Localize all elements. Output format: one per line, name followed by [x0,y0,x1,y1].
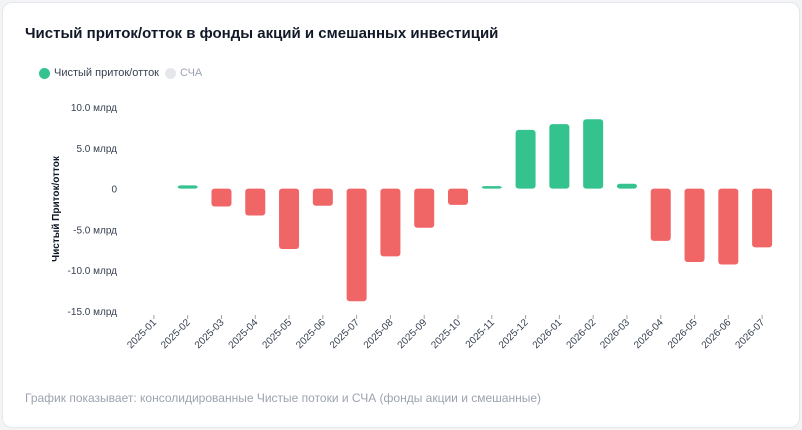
x-tick-label: 2025-04 [227,317,261,351]
x-tick-label: 2026-02 [565,317,599,351]
y-tick-label: -10.0 млрд [68,266,118,277]
x-tick-label: 2026-01 [531,317,565,351]
bar [346,188,367,302]
bar [245,188,266,216]
legend-item-nav[interactable]: СЧА [165,67,202,79]
x-tick-label: 2026-07 [733,317,767,351]
y-axis-label: Чистый Приток/отток [51,155,62,262]
bar [549,124,570,189]
bar [380,188,401,257]
y-tick-label: 0 [111,185,117,196]
legend-label-nav: СЧА [180,67,203,79]
bar [177,185,198,189]
x-tick-label: 2026-05 [666,317,700,351]
bar-chart: 10.0 млрд 5.0 млрд 0 -5.0 млрд -10.0 млрд -15… [51,103,773,351]
bar [448,188,468,205]
bar [718,188,739,265]
chart-title: Чистый приток/отток в фонды акций и смеш… [25,25,499,42]
x-tick-label: 2026-04 [632,317,666,351]
x-tick-label: 2025-11 [464,317,498,351]
y-tick-label: 10.0 млрд [71,103,117,114]
y-tick-label: -5.0 млрд [73,225,117,236]
legend-label-net-flow: Чистый приток/отток [54,67,159,79]
bar [515,129,536,189]
x-tick-label: 2025-06 [294,317,328,351]
x-tick-label: 2025-09 [396,317,430,351]
legend-dot-nav [165,67,176,79]
bar [650,188,671,241]
bar [414,188,435,228]
x-tick-label: 2025-10 [429,317,463,351]
bar [752,188,773,248]
y-tick-label: -15.0 млрд [68,307,118,318]
bar [616,183,637,189]
bar [312,188,333,206]
legend: Чистый приток/отток СЧА [39,67,208,79]
x-tick-label: 2026-06 [700,317,734,351]
bar [481,186,502,189]
bar [211,188,232,207]
y-tick-label: 5.0 млрд [76,144,117,155]
legend-dot-net-flow [39,67,50,79]
x-tick-label: 2025-08 [362,317,396,351]
x-tick-label: 2025-12 [497,317,531,351]
x-tick-label: 2025-03 [193,317,227,351]
bar [279,188,300,249]
bar [583,119,604,189]
chart-footer-note: График показывает: консолидированные Чис… [25,391,542,405]
x-tick-label: 2025-01 [125,317,159,351]
x-tick-label: 2025-07 [328,317,362,351]
x-tick-label: 2026-03 [598,317,632,351]
x-tick-label: 2025-05 [260,317,294,351]
x-tick-label: 2025-02 [159,317,193,351]
bar [684,188,705,263]
legend-item-net-flow[interactable]: Чистый приток/отток [39,67,159,79]
